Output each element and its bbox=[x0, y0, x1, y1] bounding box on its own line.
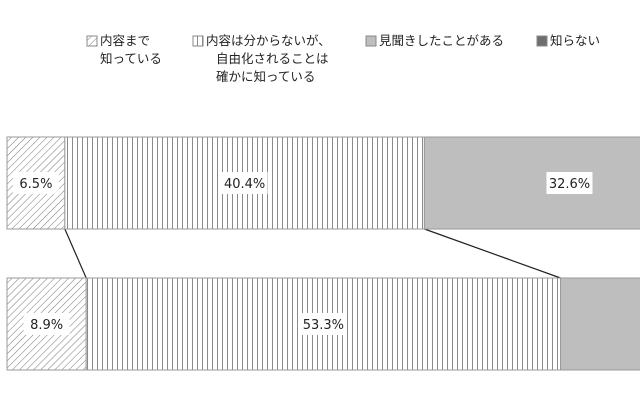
chart-legend: 内容まで知っている内容は分からないが、自由化されることは確かに知っている見聞きし… bbox=[86, 33, 600, 84]
legend-label: 内容まで bbox=[100, 33, 150, 48]
data-label-row1-series2: 40.4% bbox=[224, 177, 265, 192]
data-label-row2-series1: 8.9% bbox=[30, 318, 63, 333]
bar-segment-row1-series2 bbox=[64, 136, 425, 230]
data-label-box bbox=[23, 313, 70, 335]
data-label-box bbox=[300, 313, 347, 335]
data-label-row2-series2: 53.3% bbox=[303, 318, 344, 333]
data-label-box bbox=[221, 172, 268, 194]
connector-line-2 bbox=[424, 228, 561, 279]
connector-line-1 bbox=[64, 228, 87, 279]
bar-group: 6.5%40.4%32.6%20.5%8.9%53.3%24.2%16.3% bbox=[6, 136, 640, 371]
legend-label: 知っている bbox=[100, 51, 162, 66]
legend-label: 自由化されることは bbox=[216, 51, 329, 66]
legend-item-4: 知らない bbox=[536, 33, 600, 48]
legend-item-3: 見聞きしたことがある bbox=[365, 33, 504, 48]
bar-segment-row1-series3 bbox=[423, 136, 640, 230]
legend-label: 内容は分からないが、 bbox=[206, 33, 331, 48]
legend-swatch bbox=[86, 35, 98, 47]
data-label-row1-series1: 6.5% bbox=[19, 177, 52, 192]
legend-swatch bbox=[365, 35, 377, 47]
bar-segment-row2-series3 bbox=[560, 277, 640, 371]
connector-lines bbox=[64, 228, 561, 279]
legend-swatch bbox=[192, 35, 204, 47]
legend-label: 知らない bbox=[550, 33, 600, 48]
legend-swatch bbox=[536, 35, 548, 47]
legend-label: 確かに知っている bbox=[216, 69, 315, 84]
data-label-box bbox=[12, 172, 59, 194]
legend-label: 見聞きしたことがある bbox=[379, 33, 504, 48]
data-label-row1-series3: 32.6% bbox=[549, 177, 590, 192]
data-label-box bbox=[546, 172, 593, 194]
